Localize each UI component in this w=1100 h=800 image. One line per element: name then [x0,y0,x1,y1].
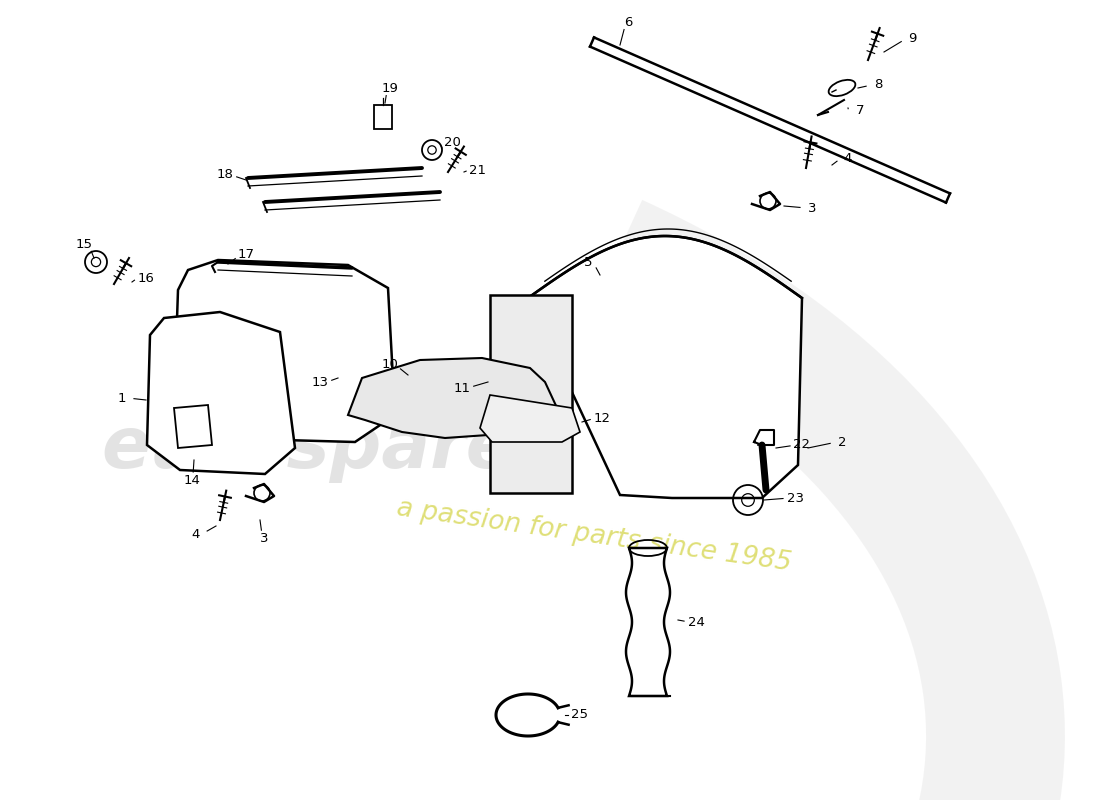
Text: 22: 22 [793,438,811,451]
Text: 6: 6 [624,15,632,29]
Text: 24: 24 [688,615,704,629]
Text: 25: 25 [572,709,588,722]
Bar [490,295,572,493]
Polygon shape [626,548,670,696]
Text: a passion for parts since 1985: a passion for parts since 1985 [395,495,793,577]
Text: 17: 17 [238,249,254,262]
Text: 13: 13 [311,375,329,389]
Text: 5: 5 [584,255,592,269]
Text: 14: 14 [184,474,200,486]
Text: 18: 18 [217,169,233,182]
Text: 15: 15 [76,238,92,251]
Bar [374,105,392,129]
Text: 20: 20 [443,137,461,150]
Text: 9: 9 [908,31,916,45]
Text: 2: 2 [838,435,846,449]
Text: 11: 11 [453,382,471,394]
Text: 4: 4 [844,151,852,165]
Text: 12: 12 [594,411,610,425]
Text: 10: 10 [382,358,398,371]
Text: 3: 3 [260,531,268,545]
Polygon shape [528,236,802,498]
Text: 7: 7 [856,103,865,117]
Text: 3: 3 [807,202,816,214]
Polygon shape [174,405,212,448]
Polygon shape [348,358,558,438]
Polygon shape [147,312,295,474]
Text: 4: 4 [191,527,200,541]
Polygon shape [480,395,580,442]
Text: 23: 23 [786,491,803,505]
Text: 1: 1 [118,391,127,405]
Text: 19: 19 [382,82,398,94]
Polygon shape [174,260,395,442]
Text: 8: 8 [873,78,882,91]
Text: 21: 21 [470,163,486,177]
Polygon shape [754,430,774,445]
Text: eurospares: eurospares [101,414,559,482]
Text: 16: 16 [138,271,154,285]
